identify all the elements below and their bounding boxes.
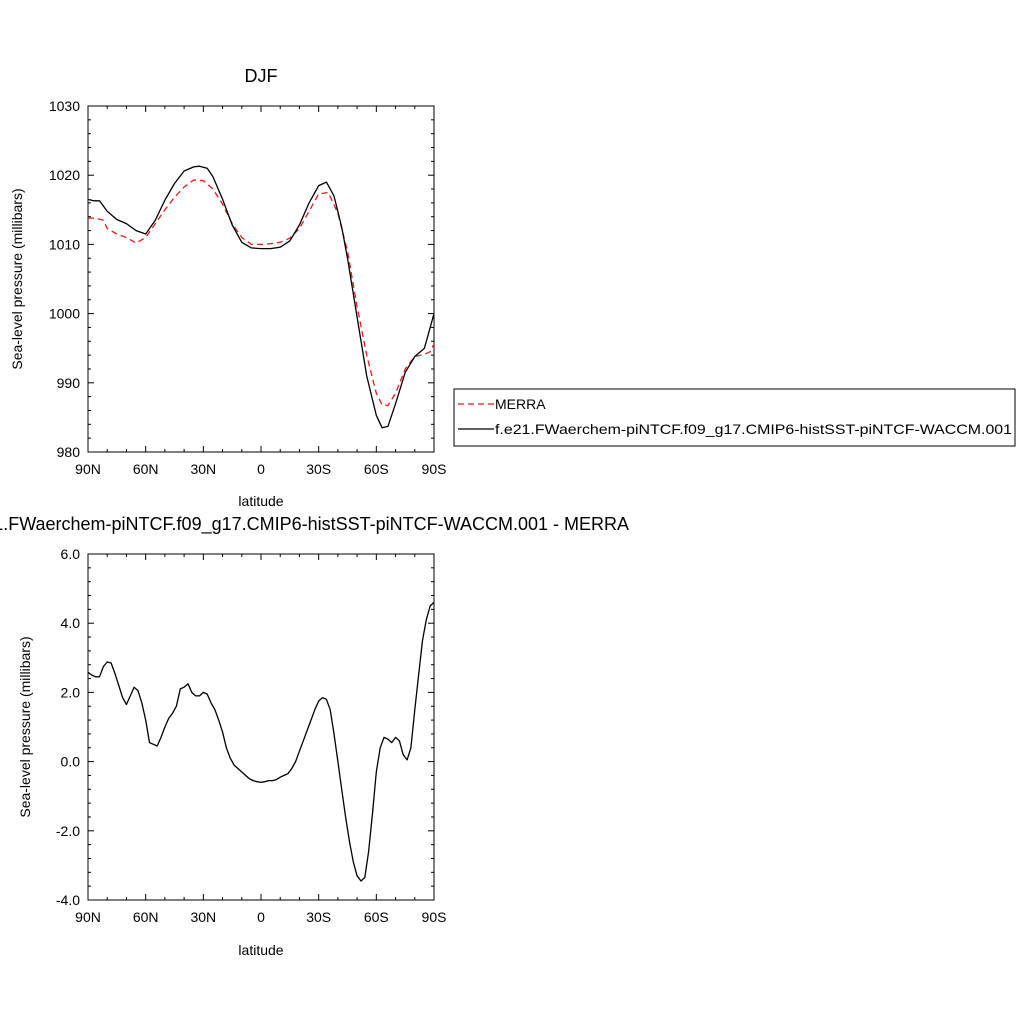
chart-bottom-x-tick-label: 90S: [422, 909, 447, 925]
chart-top-x-tick-label: 0: [257, 461, 265, 477]
chart-top-x-tick-label: 90S: [422, 461, 447, 477]
chart-bottom-y-tick-label: 6.0: [61, 546, 81, 562]
chart-bottom-x-axis: 90N 60N 30N 0 30S 60S 90S: [75, 554, 446, 925]
chart-top-y-tick-label: 1010: [49, 236, 80, 252]
chart-bottom-plot-frame: [87, 553, 435, 901]
chart-bottom-y-axis: -4.0 -2.0 0.0 2.0 4.0 6.0: [56, 546, 434, 908]
chart-bottom-x-tick-label: 60S: [364, 909, 389, 925]
chart-top-x-tick-label: 60S: [364, 461, 389, 477]
chart-top-x-tick-label: 90N: [75, 461, 101, 477]
chart-bottom-x-tick-label: 30S: [306, 909, 331, 925]
chart-top-y-tick-label: 1020: [49, 167, 80, 183]
chart-bottom-y-tick-label: -4.0: [56, 892, 80, 908]
chart-bottom-series-line-0: [87, 601, 435, 882]
chart-top-y-tick-label: 1030: [49, 98, 80, 114]
chart-bottom-x-axis-label: latitude: [238, 942, 283, 958]
chart-top-x-axis: 90N 60N 30N 0 30S 60S 90S: [75, 106, 446, 477]
chart-bottom-y-tick-label: -2.0: [56, 823, 80, 839]
chart-bottom-x-tick-label: 60N: [133, 909, 159, 925]
chart-top-plot-frame: [87, 105, 435, 453]
chart-bottom-title: f.e21.FWaerchem-piNTCF.f09_g17.CMIP6-his…: [0, 514, 629, 535]
chart-top-x-axis-label: latitude: [238, 493, 283, 509]
chart-bottom-y-axis-label: Sea-level pressure (millibars): [17, 636, 33, 817]
chart-top-y-tick-label: 1000: [49, 306, 80, 322]
chart-bottom-y-tick-label: 2.0: [61, 684, 81, 700]
chart-top-y-tick-label: 990: [57, 375, 81, 391]
legend-box: [453, 388, 1016, 447]
chart-top-series-line-1: [87, 165, 435, 429]
chart-top-series-line-0: [88, 179, 435, 407]
chart-top-title: DJF: [245, 66, 278, 86]
chart-top-x-tick-label: 30N: [190, 461, 216, 477]
chart-top-y-axis-label: Sea-level pressure (millibars): [9, 188, 25, 369]
chart-bottom: f.e21.FWaerchem-piNTCF.f09_g17.CMIP6-his…: [0, 514, 629, 958]
chart-top-x-tick-label: 60N: [133, 461, 159, 477]
legend: MERRA f.e21.FWaerchem-piNTCF.f09_g17.CMI…: [453, 388, 1016, 447]
chart-top-x-tick-label: 30S: [306, 461, 331, 477]
chart-top-y-tick-label: 980: [57, 444, 81, 460]
legend-merra-label: MERRA: [495, 396, 546, 412]
chart-bottom-x-tick-label: 90N: [75, 909, 101, 925]
chart-top-y-axis: 980 990 1000 1010 1020 1030: [49, 98, 434, 460]
legend-model-label: f.e21.FWaerchem-piNTCF.f09_g17.CMIP6-his…: [495, 421, 1012, 437]
chart-top-series: [87, 165, 435, 429]
chart-bottom-x-tick-label: 30N: [190, 909, 216, 925]
chart-bottom-series: [87, 601, 435, 882]
chart-bottom-y-tick-label: 0.0: [61, 754, 81, 770]
chart-bottom-y-tick-label: 4.0: [61, 615, 81, 631]
chart-bottom-x-tick-label: 0: [257, 909, 265, 925]
chart-top: DJF 980 990 1000 1010 1020 1030 90N 60N 30N 0 30S…: [9, 66, 446, 509]
